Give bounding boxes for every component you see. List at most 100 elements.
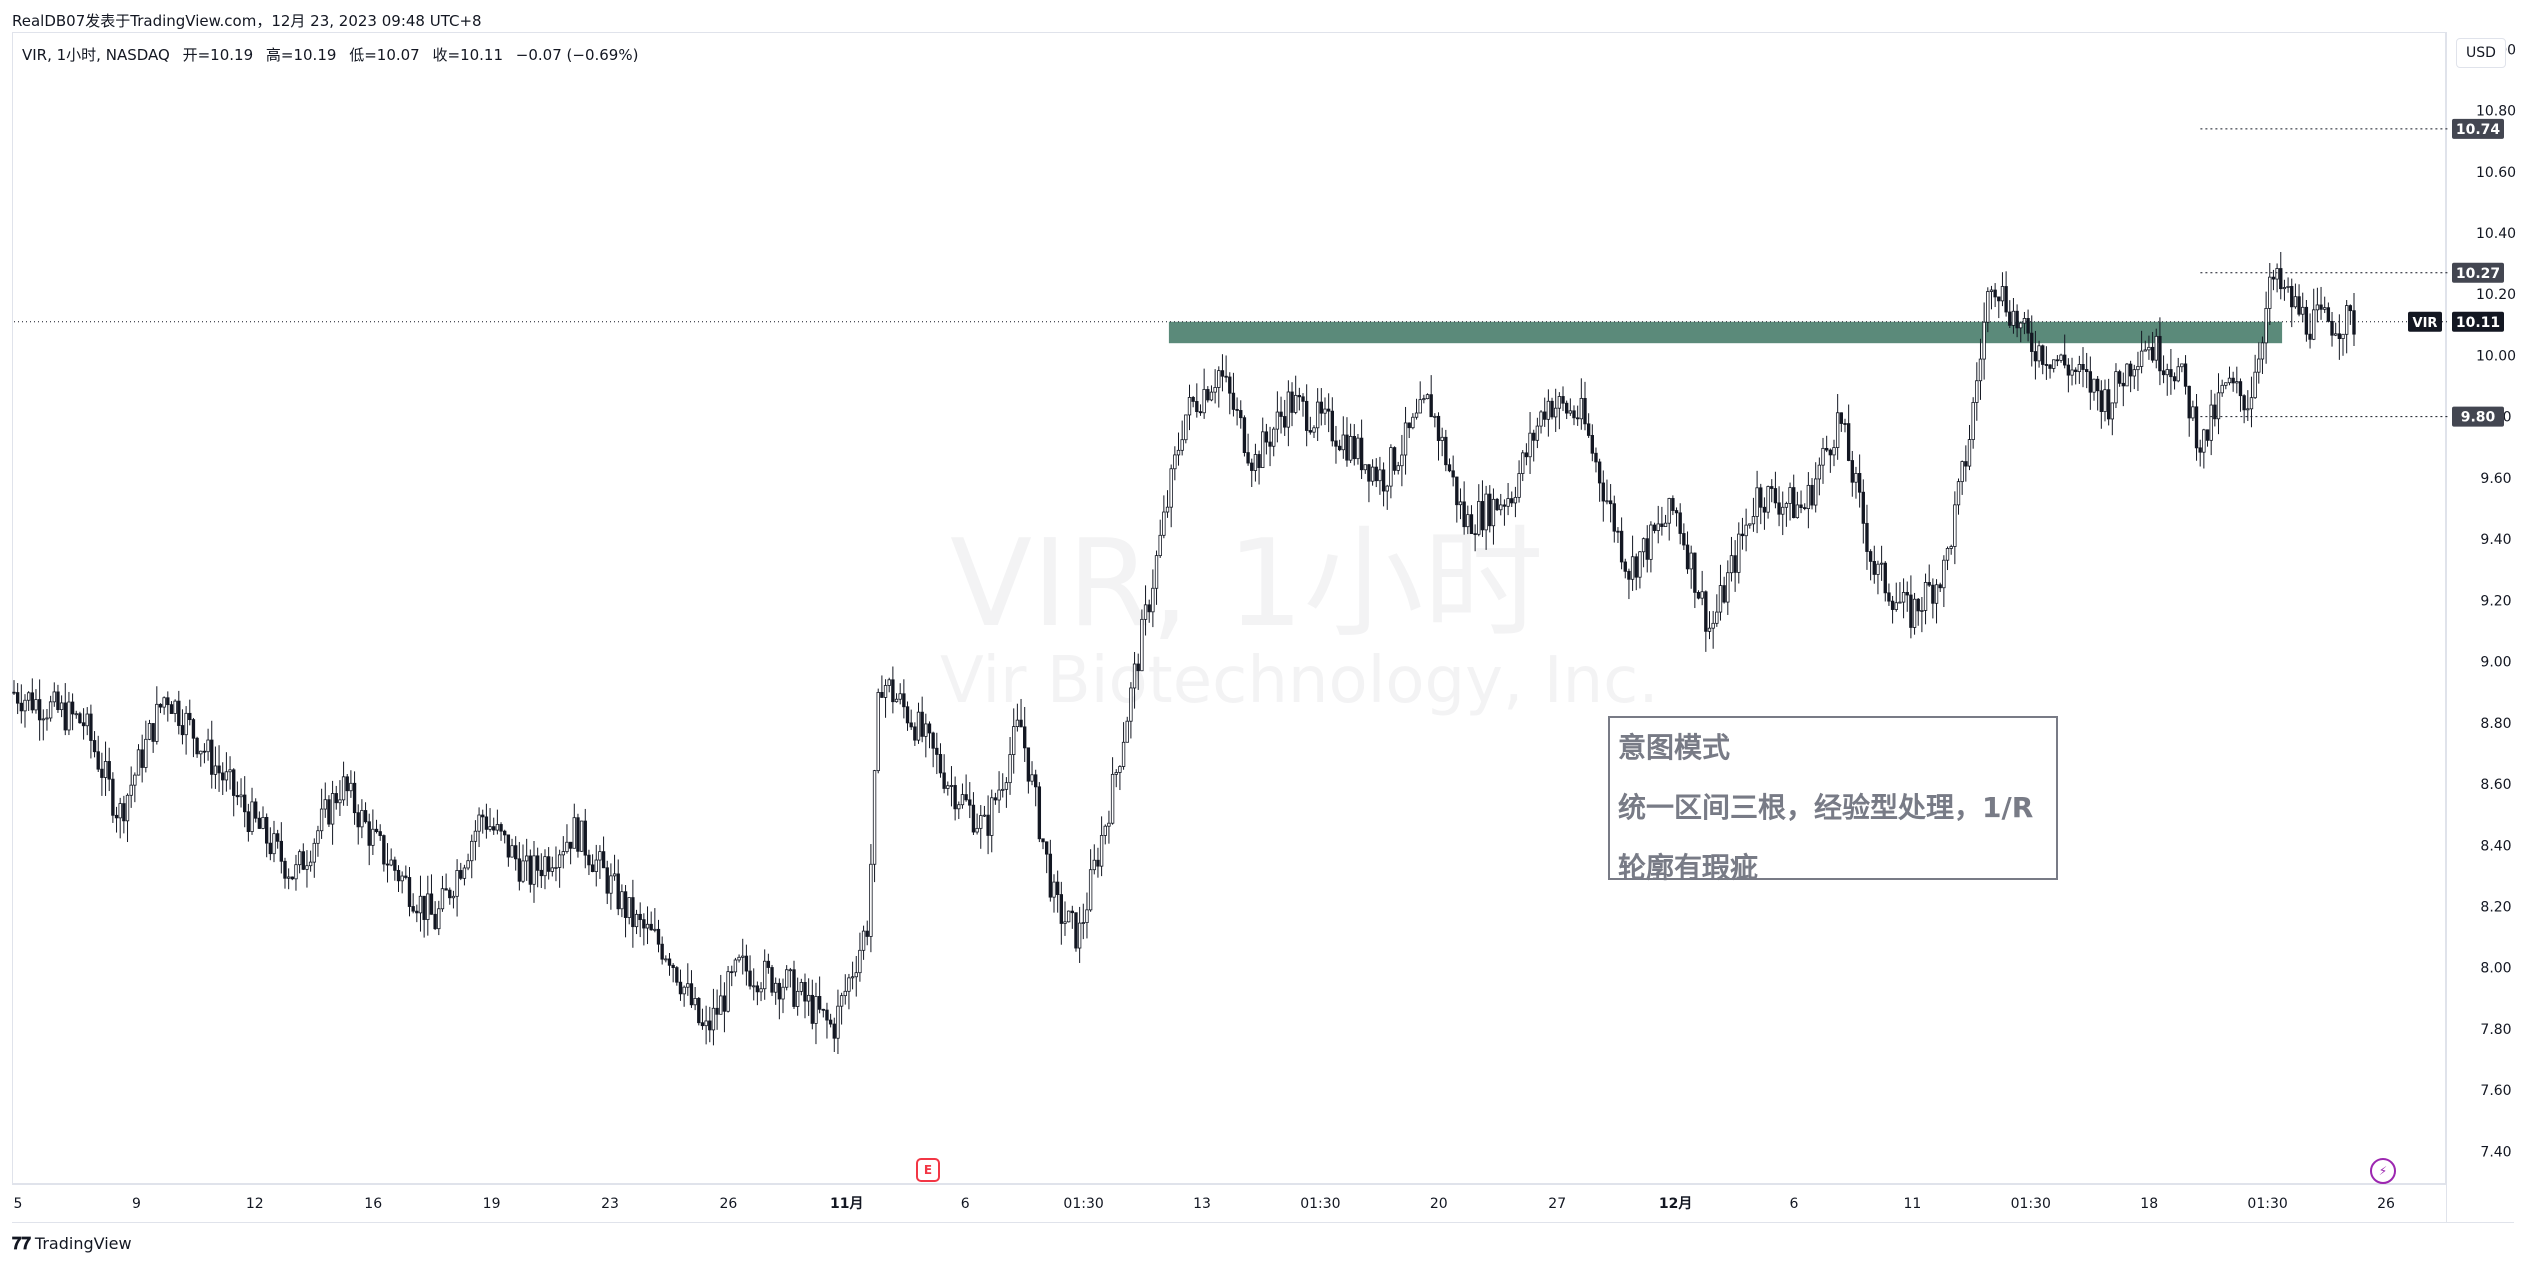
candle-body [48, 701, 53, 719]
candle-body [1971, 402, 1975, 440]
candle-body [594, 859, 598, 872]
annotation-text-box[interactable]: 意图模式 统一区间三根，经验型处理，1/R 轮廓有瑕疵 [1608, 716, 2058, 884]
candle-body [2187, 385, 2191, 419]
time-tick-label: 9 [132, 1196, 141, 1212]
candle-body [763, 960, 767, 990]
candle-body [2077, 363, 2082, 373]
candle-body [1700, 591, 1704, 599]
candle-body [1279, 411, 1283, 417]
candle-body [477, 814, 481, 832]
candle-body [550, 867, 554, 872]
candle-body [363, 810, 368, 823]
candle-body [631, 897, 635, 928]
candle-body [1586, 423, 1591, 436]
candle-body [1425, 394, 1430, 400]
candle-body [2337, 333, 2342, 339]
candle-body [169, 704, 174, 714]
price-tick-label: 9.20 [2480, 593, 2511, 609]
candle-body [45, 717, 49, 720]
candle-body [2008, 311, 2012, 326]
candle-body [2249, 397, 2254, 410]
candle-body [1180, 439, 1184, 451]
candle-body [41, 718, 45, 721]
candle-body [1451, 470, 1455, 478]
candle-body [2260, 342, 2265, 360]
price-level-badge [2452, 406, 2504, 427]
candle-body [1568, 410, 1573, 414]
candle-body [1660, 523, 1664, 527]
candle-body [1455, 476, 1459, 506]
candle-body [360, 810, 364, 828]
candle-body [492, 826, 496, 831]
candle-body [770, 967, 774, 993]
candle-body [1008, 754, 1012, 784]
candle-body [1652, 524, 1657, 531]
candle-body [1499, 504, 1503, 511]
candle-body [876, 692, 880, 772]
legend-symbol[interactable]: VIR, 1小时, NASDAQ [22, 46, 170, 64]
candle-body [1748, 523, 1752, 526]
candle-body [63, 702, 67, 731]
candle-body [817, 996, 822, 1010]
candle-body [1348, 435, 1353, 461]
candle-body [473, 830, 478, 842]
tradingview-logo[interactable]: 𝟕𝟕 TradingView [12, 1234, 132, 1254]
candle-body [1436, 415, 1441, 441]
watermark-company: Vir Biotechnology, Inc. [940, 644, 1659, 718]
candle-body [543, 856, 547, 877]
tradingview-logo-icon: 𝟕𝟕 [12, 1234, 31, 1254]
candle-body [1901, 591, 1906, 603]
candle-body [781, 986, 785, 1000]
currency-selector[interactable]: USD [2456, 38, 2506, 68]
candle-body [2224, 382, 2228, 386]
legend-open: 开=10.19 [182, 46, 254, 64]
candle-body [2304, 306, 2309, 335]
candle-body [737, 956, 741, 961]
candle-body [1956, 481, 1961, 506]
candle-body [1239, 410, 1243, 419]
candle-body [576, 817, 580, 852]
candle-body [275, 833, 280, 842]
candle-body [1004, 782, 1009, 790]
candle-body [1861, 491, 1865, 524]
plot-area[interactable] [12, 32, 2446, 1184]
candle-body [2198, 447, 2202, 453]
candle-body [675, 967, 679, 983]
candle-body [993, 797, 998, 801]
annotation-line-3: 轮廓有瑕疵 [1618, 851, 1759, 884]
candle-body [2220, 384, 2224, 394]
candle-body [389, 859, 393, 866]
candle-body [1114, 772, 1118, 775]
candle-body [535, 855, 540, 871]
candle-body [916, 711, 921, 741]
lightning-event-icon[interactable]: ⚡ [2370, 1158, 2396, 1184]
last-price-symbol: VIR [2413, 316, 2438, 331]
candle-body [799, 981, 804, 992]
candle-body [1575, 417, 1580, 420]
candle-body [1876, 563, 1880, 575]
candle-body [2059, 354, 2063, 361]
candle-body [345, 776, 349, 792]
candle-body [1158, 534, 1162, 557]
candle-body [506, 834, 511, 858]
candle-body [2352, 310, 2356, 335]
candle-body [1890, 600, 1895, 610]
candle-body [444, 888, 448, 891]
candle-body [883, 685, 888, 698]
candle-body [440, 888, 445, 910]
candle-body [1092, 859, 1096, 871]
candle-body [909, 722, 913, 728]
candle-body [1543, 411, 1547, 420]
candle-body [1920, 610, 1924, 612]
candle-body [1905, 591, 1909, 596]
tradingview-logo-text: TradingView [34, 1234, 132, 1253]
candle-body [352, 782, 357, 814]
candle-body [2242, 395, 2246, 411]
candle-body [1304, 400, 1309, 431]
earnings-marker-icon[interactable]: E [916, 1158, 940, 1182]
candle-body [1484, 493, 1488, 531]
candle-body [286, 876, 291, 879]
annotation-line-1: 意图模式 [1618, 731, 1731, 764]
legend-close: 收=10.11 [432, 46, 504, 64]
